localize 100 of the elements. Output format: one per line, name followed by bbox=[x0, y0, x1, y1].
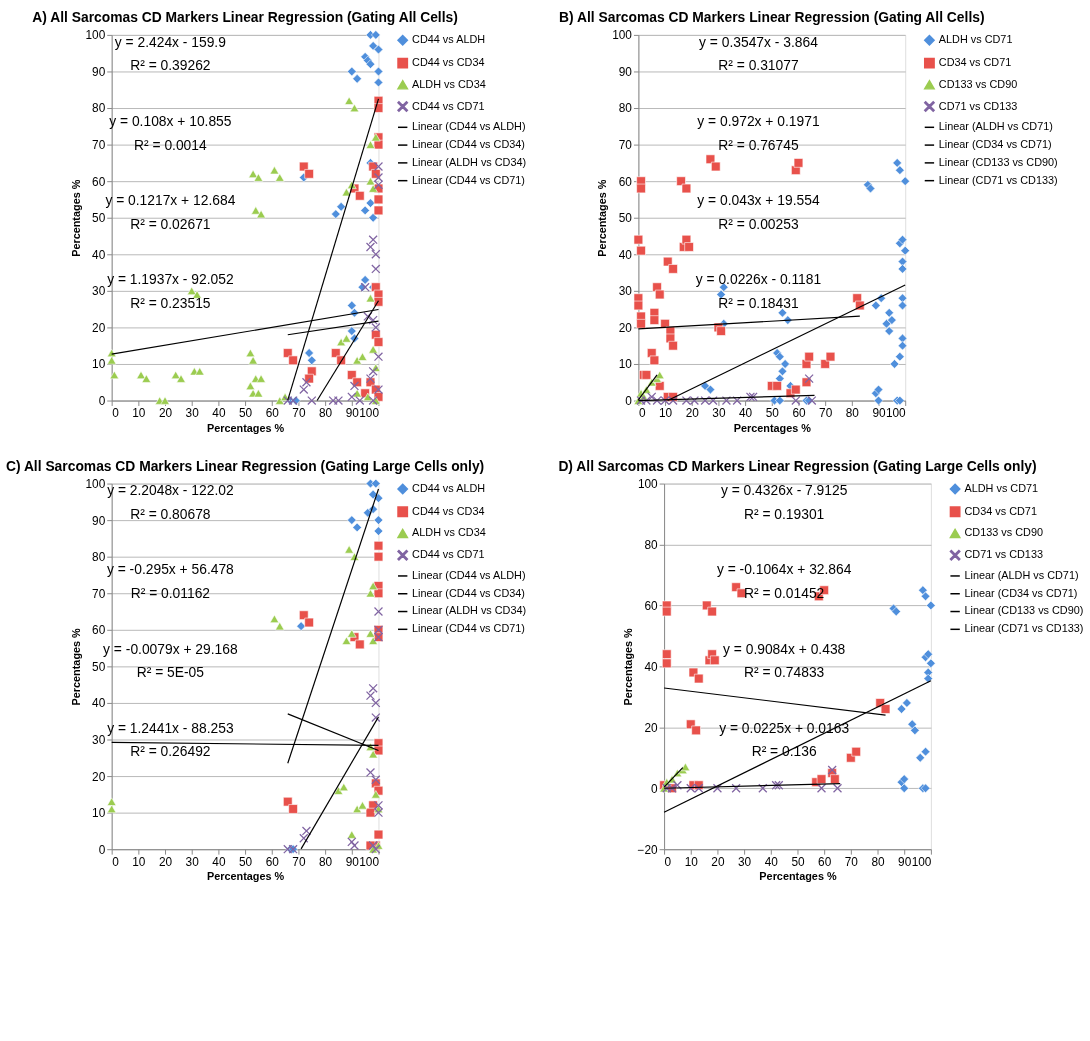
x-tick-label: 90 bbox=[345, 854, 360, 869]
y-tick-label: 60 bbox=[618, 174, 633, 189]
annotation: R² = 5E-05 bbox=[136, 664, 205, 681]
y-tick-label: 40 bbox=[92, 696, 106, 711]
x-tick-label: 90 bbox=[872, 405, 887, 420]
y-tick-label: 80 bbox=[92, 550, 106, 565]
x-tick-label: 0 bbox=[112, 854, 120, 869]
y-tick-label: 40 bbox=[92, 247, 106, 262]
annotation: R² = 0.19301 bbox=[743, 506, 825, 523]
legend-label: CD34 vs CD71 bbox=[938, 56, 1012, 69]
x-tick-label: 100 bbox=[885, 405, 907, 420]
y-tick-label: 90 bbox=[618, 64, 633, 79]
x-tick-label: 20 bbox=[685, 405, 700, 420]
annotation: R² = 0.26492 bbox=[130, 743, 211, 760]
annotation: R² = 0.0014 bbox=[134, 136, 207, 153]
legend-label: Linear (ALDH vs CD71) bbox=[964, 568, 1079, 581]
x-tick-label: 0 bbox=[112, 405, 120, 420]
y-tick-label: 100 bbox=[85, 477, 106, 491]
legend-label: CD44 vs CD34 bbox=[412, 56, 485, 69]
x-tick-label: 90 bbox=[898, 854, 912, 869]
x-tick-label: 50 bbox=[791, 854, 805, 869]
y-tick-label: 30 bbox=[618, 284, 633, 299]
legend-label: CD133 vs CD90 bbox=[938, 77, 1018, 90]
x-tick-label: 100 bbox=[359, 405, 380, 420]
x-tick-label: 60 bbox=[265, 405, 280, 420]
chart-title: D) All Sarcomas CD Markers Linear Regression (Gating Large Cells only) bbox=[558, 457, 1037, 474]
annotation: R² = 0.39262 bbox=[130, 57, 211, 74]
x-tick-label: 80 bbox=[319, 405, 333, 420]
y-tick-label: 20 bbox=[92, 769, 106, 784]
x-tick-label: 50 bbox=[238, 854, 253, 869]
chart-title: C) All Sarcomas CD Markers Linear Regression (Gating Large Cells only) bbox=[5, 457, 485, 474]
legend-label: CD44 vs CD71 bbox=[412, 548, 485, 561]
annotation: R² = 0.18431 bbox=[718, 294, 799, 311]
y-tick-label: 70 bbox=[92, 138, 106, 153]
annotation: y = -0.0079x + 29.168 bbox=[103, 640, 238, 657]
legend-label: Linear (CD44 vs CD34) bbox=[412, 138, 525, 151]
y-tick-label: 50 bbox=[618, 211, 633, 226]
x-tick-label: 10 bbox=[658, 405, 673, 420]
y-tick-label: 80 bbox=[618, 101, 633, 116]
annotation: R² = 0.136 bbox=[751, 743, 817, 760]
legend-label: Linear (CD44 vs ALDH) bbox=[412, 568, 526, 581]
y-tick-label: −20 bbox=[637, 842, 659, 857]
y-tick-label: 20 bbox=[618, 320, 633, 335]
x-tick-label: 20 bbox=[711, 854, 725, 869]
y-axis-title: Percentages % bbox=[69, 179, 82, 257]
x-axis-title: Percentages % bbox=[206, 421, 285, 434]
legend-label: ALDH vs CD34 bbox=[412, 526, 486, 539]
legend-label: CD44 vs CD71 bbox=[412, 99, 485, 112]
y-tick-label: 80 bbox=[92, 101, 106, 116]
y-tick-label: 60 bbox=[644, 598, 659, 613]
legend-label: CD44 vs ALDH bbox=[412, 33, 486, 46]
x-tick-label: 30 bbox=[738, 854, 752, 869]
annotation: y = 2.424x - 159.9 bbox=[114, 33, 227, 50]
y-tick-label: 40 bbox=[644, 659, 659, 674]
annotation: y = 0.108x + 10.855 bbox=[109, 112, 232, 129]
y-tick-label: 90 bbox=[92, 513, 106, 528]
y-tick-label: 10 bbox=[92, 806, 106, 821]
y-tick-label: 50 bbox=[92, 211, 106, 226]
x-tick-label: 40 bbox=[739, 405, 753, 420]
annotation: y = 2.2048x - 122.02 bbox=[107, 482, 234, 499]
y-tick-label: 100 bbox=[637, 477, 659, 491]
y-tick-label: 20 bbox=[92, 320, 106, 335]
annotation: y = 0.1217x + 12.684 bbox=[105, 191, 236, 208]
x-tick-label: 60 bbox=[792, 405, 806, 420]
legend-label: Linear (CD34 vs CD71) bbox=[938, 138, 1052, 151]
y-tick-label: 40 bbox=[618, 247, 633, 262]
legend-label: CD34 vs CD71 bbox=[964, 504, 1037, 517]
x-tick-label: 80 bbox=[871, 854, 886, 869]
legend-label: Linear (CD133 vs CD90) bbox=[938, 155, 1058, 168]
y-tick-label: 70 bbox=[92, 586, 106, 601]
x-tick-label: 100 bbox=[359, 854, 380, 869]
legend-label: Linear (CD133 vs CD90) bbox=[964, 604, 1084, 617]
x-tick-label: 100 bbox=[911, 854, 932, 869]
annotation: y = 1.2441x - 88.253 bbox=[107, 719, 234, 736]
y-tick-label: 0 bbox=[625, 394, 633, 408]
y-tick-label: 20 bbox=[644, 720, 659, 735]
chart-title: A) All Sarcomas CD Markers Linear Regression (Gating All Cells) bbox=[32, 9, 458, 26]
legend-label: Linear (ALDH vs CD34) bbox=[412, 155, 527, 168]
x-tick-label: 70 bbox=[292, 405, 306, 420]
y-axis-title: Percentages % bbox=[69, 627, 82, 706]
y-tick-label: 90 bbox=[92, 64, 106, 79]
annotation: y = 0.043x + 19.554 bbox=[697, 191, 820, 208]
x-tick-label: 0 bbox=[664, 854, 672, 869]
annotation: y = -0.295x + 56.478 bbox=[106, 561, 235, 578]
y-tick-label: 0 bbox=[98, 394, 106, 408]
annotation: y = 0.3547x - 3.864 bbox=[699, 33, 819, 50]
x-tick-label: 30 bbox=[712, 405, 726, 420]
annotation: y = 0.0226x - 0.1181 bbox=[695, 270, 822, 287]
x-tick-label: 70 bbox=[819, 405, 833, 420]
legend-label: CD44 vs ALDH bbox=[412, 481, 486, 494]
legend-label: Linear (CD44 vs CD71) bbox=[412, 622, 525, 635]
y-tick-label: 60 bbox=[92, 174, 106, 189]
legend-label: Linear (CD71 vs CD133) bbox=[938, 173, 1058, 186]
annotation: y = 0.9084x + 0.438 bbox=[723, 640, 846, 657]
y-axis-title: Percentages % bbox=[596, 179, 609, 257]
legend-label: Linear (CD44 vs CD34) bbox=[412, 586, 525, 599]
legend-label: ALDH vs CD71 bbox=[938, 33, 1013, 46]
y-tick-label: 80 bbox=[644, 537, 659, 552]
y-tick-label: 0 bbox=[98, 842, 106, 857]
y-tick-label: 10 bbox=[92, 357, 106, 372]
